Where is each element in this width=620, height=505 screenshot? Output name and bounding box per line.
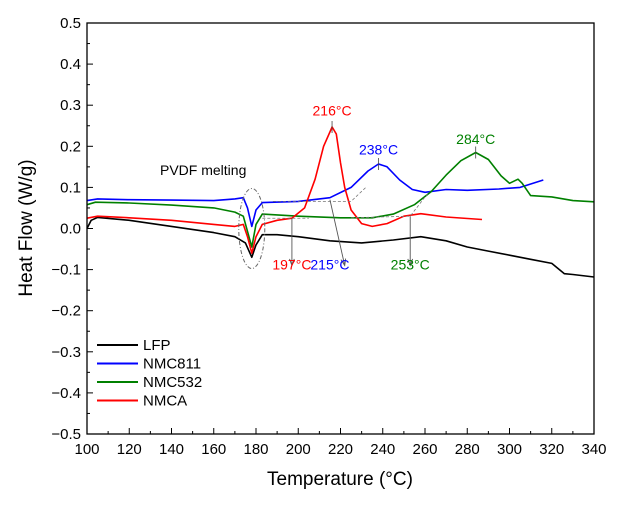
x-axis-label: Temperature (°C) (267, 469, 413, 490)
x-tick-label: 160 (201, 441, 226, 458)
y-tick-label: −0.2 (51, 303, 81, 320)
arrow-head (407, 258, 414, 267)
y-tick-label: 0.0 (60, 221, 81, 238)
series-line-nmc811 (86, 163, 544, 228)
x-tick-label: 200 (286, 441, 311, 458)
legend-label: NMCA (143, 393, 187, 410)
annotation-label: 197°C (272, 257, 311, 273)
x-tick-label: 180 (243, 441, 268, 458)
y-tick-label: −0.1 (51, 262, 81, 279)
x-tick-label: 320 (539, 441, 564, 458)
y-tick-label: 0.4 (60, 56, 81, 73)
x-tick-label: 240 (370, 441, 395, 458)
plot-frame (86, 22, 595, 435)
annotation-label: PVDF melting (160, 162, 246, 178)
series-line-lfp (86, 216, 595, 278)
arrow-head (289, 258, 295, 267)
annotation-label: 215°C (310, 257, 349, 273)
legend-label: NMC811 (143, 356, 201, 373)
x-tick-label: 220 (328, 441, 353, 458)
x-tick-label: 280 (455, 441, 480, 458)
legend-label: LFP (143, 337, 171, 354)
x-tick-label: 140 (159, 441, 184, 458)
annotation-label: 238°C (359, 142, 398, 158)
annotation-label: 284°C (456, 131, 495, 147)
x-tick-label: 100 (74, 441, 99, 458)
arrow-head (340, 258, 347, 267)
y-tick-label: −0.4 (51, 385, 81, 402)
annotation-label: 216°C (313, 102, 352, 118)
series-line-nmca (86, 126, 483, 254)
y-tick-label: −0.5 (51, 426, 81, 443)
x-tick-label: 260 (412, 441, 437, 458)
x-tick-label: 340 (581, 441, 606, 458)
annotation-label: 253°C (391, 257, 430, 273)
x-tick-label: 120 (117, 441, 142, 458)
y-tick-label: −0.3 (51, 344, 81, 361)
y-tick-label: 0.2 (60, 138, 81, 155)
y-axis-label: Heat Flow (W/g) (16, 159, 37, 296)
onset-arrow (329, 199, 346, 266)
y-tick-label: 0.3 (60, 97, 81, 114)
legend-label: NMC532 (143, 374, 202, 391)
y-tick-label: 0.5 (60, 15, 81, 32)
pvdf-melting-ellipse (238, 188, 266, 269)
x-tick-label: 300 (497, 441, 522, 458)
series-line-nmc532 (86, 151, 595, 248)
y-tick-label: 0.1 (60, 179, 81, 196)
onset-tangent-line (272, 187, 367, 202)
